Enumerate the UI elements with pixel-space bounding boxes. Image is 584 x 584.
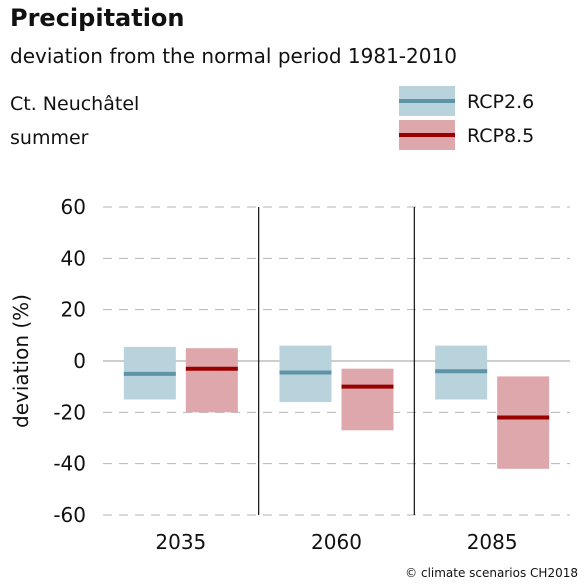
- y-tick-label: 40: [61, 246, 86, 270]
- legend-label: RCP8.5: [467, 125, 534, 147]
- y-axis-title: deviation (%): [9, 294, 33, 428]
- region-label: Ct. Neuchâtel: [10, 93, 140, 115]
- range-band-rcp85: [497, 376, 550, 469]
- y-tick-label: -40: [53, 452, 86, 476]
- y-tick-label: 60: [61, 195, 86, 219]
- y-tick-label: -20: [53, 400, 86, 424]
- x-tick-label: 2060: [311, 530, 362, 554]
- legend-label: RCP2.6: [467, 91, 534, 113]
- y-tick-label: 0: [73, 349, 86, 373]
- range-band-rcp85: [185, 348, 238, 413]
- credit-text: © climate scenarios CH2018: [405, 566, 578, 580]
- chart-title: Precipitation: [10, 4, 185, 32]
- x-tick-label: 2085: [467, 530, 518, 554]
- range-band-rcp85: [341, 368, 394, 431]
- y-tick-label: 20: [61, 298, 86, 322]
- x-tick-label: 2035: [155, 530, 206, 554]
- y-tick-label: -60: [53, 503, 86, 527]
- chart-subtitle: deviation from the normal period 1981-20…: [10, 44, 457, 68]
- season-label: summer: [10, 127, 89, 149]
